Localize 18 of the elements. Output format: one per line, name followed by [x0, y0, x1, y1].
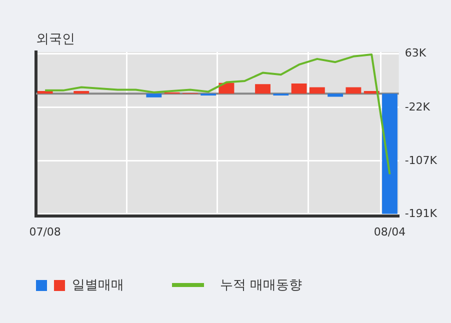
bar: [309, 87, 325, 94]
bar: [328, 94, 344, 97]
chart-title: 외국인: [36, 31, 75, 48]
legend-label: 일별매매: [72, 277, 124, 294]
x-tick-label: 08/04: [374, 225, 406, 238]
y-tick-label: -107K: [404, 154, 438, 167]
bar: [74, 91, 90, 94]
bar: [382, 94, 398, 214]
bar: [255, 84, 270, 94]
bar: [146, 94, 162, 98]
y-tick-label: -22K: [404, 100, 431, 114]
y-tick-label: -191K: [404, 206, 438, 220]
bar: [291, 84, 307, 94]
bar: [346, 87, 362, 94]
x-tick-label: 07/08: [29, 225, 61, 238]
bar: [37, 91, 53, 94]
legend-label: 누적 매매동향: [220, 277, 302, 294]
y-tick-label: 63K: [404, 46, 427, 60]
